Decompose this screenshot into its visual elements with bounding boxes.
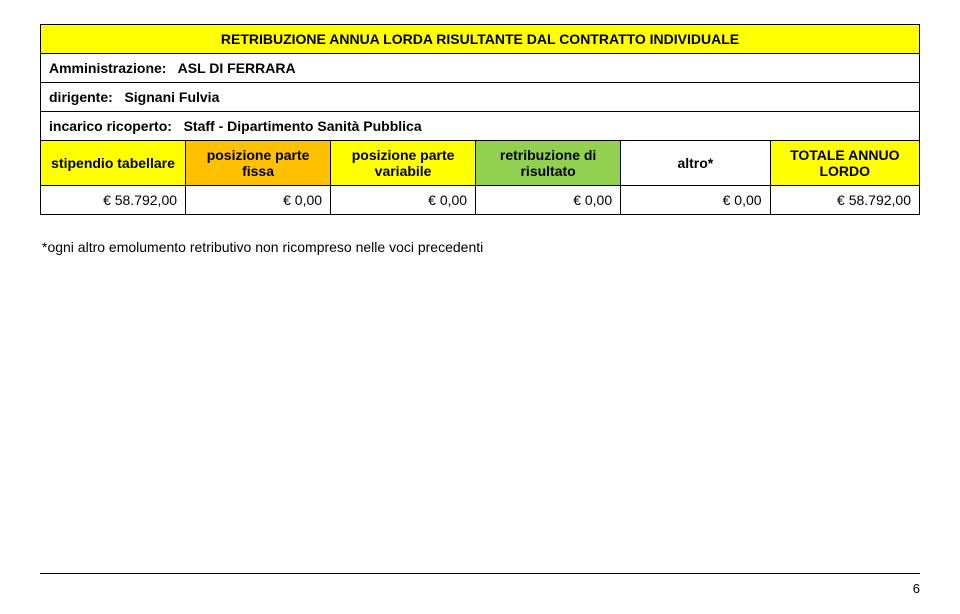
page: RETRIBUZIONE ANNUA LORDA RISULTANTE DAL … (0, 0, 960, 614)
col-header-5: TOTALE ANNUO LORDO (770, 141, 919, 186)
value-cell-5: € 58.792,00 (770, 186, 919, 215)
title-cell: RETRIBUZIONE ANNUA LORDA RISULTANTE DAL … (41, 25, 920, 54)
administration-value: ASL DI FERRARA (178, 60, 296, 76)
value-cell-3: € 0,00 (476, 186, 621, 215)
col-header-4: altro* (621, 141, 770, 186)
value-cell-1: € 0,00 (186, 186, 331, 215)
dirigente-cell: dirigente: Signani Fulvia (41, 83, 920, 112)
value-cell-2: € 0,00 (331, 186, 476, 215)
value-cell-4: € 0,00 (621, 186, 770, 215)
col-header-0: stipendio tabellare (41, 141, 186, 186)
title-text: RETRIBUZIONE ANNUA LORDA RISULTANTE DAL … (221, 31, 739, 47)
col-header-1: posizione parte fissa (186, 141, 331, 186)
incarico-value: Staff - Dipartimento Sanità Pubblica (184, 118, 422, 134)
column-header-row: stipendio tabellare posizione parte fiss… (41, 141, 920, 186)
incarico-row: incarico ricoperto: Staff - Dipartimento… (41, 112, 920, 141)
incarico-label: incarico ricoperto: (49, 118, 172, 134)
footer-rule (40, 573, 920, 574)
administration-row: Amministrazione: ASL DI FERRARA (41, 54, 920, 83)
page-number: 6 (913, 581, 920, 596)
salary-table: RETRIBUZIONE ANNUA LORDA RISULTANTE DAL … (40, 24, 920, 215)
col-header-3: retribuzione di risultato (476, 141, 621, 186)
dirigente-label: dirigente: (49, 89, 113, 105)
dirigente-row: dirigente: Signani Fulvia (41, 83, 920, 112)
col-header-2: posizione parte variabile (331, 141, 476, 186)
administration-cell: Amministrazione: ASL DI FERRARA (41, 54, 920, 83)
title-row: RETRIBUZIONE ANNUA LORDA RISULTANTE DAL … (41, 25, 920, 54)
dirigente-value: Signani Fulvia (124, 89, 219, 105)
footnote: *ogni altro emolumento retributivo non r… (40, 239, 920, 255)
incarico-cell: incarico ricoperto: Staff - Dipartimento… (41, 112, 920, 141)
value-cell-0: € 58.792,00 (41, 186, 186, 215)
administration-label: Amministrazione: (49, 60, 166, 76)
value-row: € 58.792,00 € 0,00 € 0,00 € 0,00 € 0,00 … (41, 186, 920, 215)
